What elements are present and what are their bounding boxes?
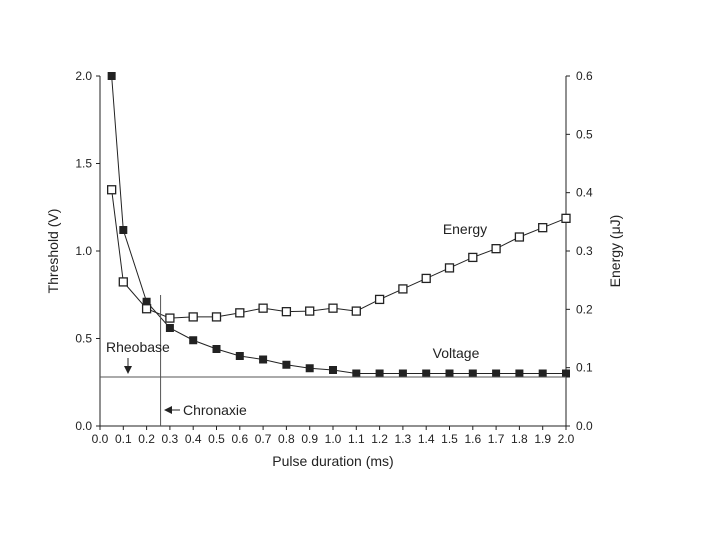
x-tick-label: 0.9 <box>301 432 318 446</box>
voltage-point <box>189 336 198 345</box>
voltage-point <box>422 369 431 378</box>
x-tick-label: 1.4 <box>418 432 435 446</box>
energy-point <box>118 277 128 287</box>
voltage-point <box>259 355 268 364</box>
x-tick-label: 1.0 <box>325 432 342 446</box>
energy-point <box>188 312 198 322</box>
y-tick-label: 0.0 <box>75 419 92 433</box>
x-tick-label: 0.8 <box>278 432 295 446</box>
x-tick-label: 0.5 <box>208 432 225 446</box>
voltage-point <box>492 369 501 378</box>
y2-tick-label: 0.4 <box>576 186 593 200</box>
energy-point <box>351 306 361 316</box>
voltage-point <box>538 369 547 378</box>
voltage-point <box>562 369 570 378</box>
x-tick-label: 1.2 <box>371 432 388 446</box>
annotations: Energy Voltage Rheobase Chronaxie <box>100 221 566 426</box>
energy-point <box>374 294 385 305</box>
x-tick-label: 2.0 <box>558 432 575 446</box>
energy-point <box>258 303 268 313</box>
x-tick-label: 1.5 <box>441 432 458 446</box>
x-tick-label: 1.6 <box>464 432 481 446</box>
series-line-voltage <box>111 75 566 374</box>
energy-point <box>538 223 548 233</box>
x-tick-label: 1.9 <box>534 432 551 446</box>
energy-point <box>165 313 175 323</box>
y2-tick-label: 0.0 <box>576 419 593 433</box>
y2-tick-label: 0.2 <box>576 302 593 316</box>
voltage-point <box>398 369 407 378</box>
y2-tick-label: 0.3 <box>576 244 593 258</box>
energy-point <box>328 303 338 313</box>
y-tick-label: 0.5 <box>75 332 92 346</box>
x-tick-label: 1.7 <box>488 432 505 446</box>
y-tick-label: 1.0 <box>75 244 92 258</box>
voltage-point <box>329 366 337 374</box>
energy-point <box>491 244 501 254</box>
voltage-point <box>445 369 454 378</box>
energy-point <box>107 185 117 195</box>
voltage-point <box>119 226 128 234</box>
energy-point <box>421 273 431 284</box>
x-tick-label: 0.4 <box>185 432 202 446</box>
rheobase-arrow-head <box>124 366 132 374</box>
voltage-point <box>352 369 361 378</box>
energy-label: Energy <box>443 221 487 237</box>
y2-tick-label: 0.5 <box>576 127 593 141</box>
energy-point <box>398 284 408 294</box>
voltage-label: Voltage <box>433 345 480 361</box>
voltage-point <box>515 369 524 378</box>
energy-point <box>281 307 292 317</box>
x-tick-label: 1.3 <box>395 432 412 446</box>
energy-point <box>235 308 245 318</box>
x-tick-label: 0.7 <box>255 432 272 446</box>
series <box>107 72 571 378</box>
voltage-point <box>282 360 291 369</box>
x-tick-label: 0.6 <box>231 432 248 446</box>
voltage-point <box>165 324 174 332</box>
y-tick-label: 1.5 <box>75 157 92 171</box>
series-line-energy <box>111 189 567 319</box>
energy-point <box>141 304 152 314</box>
y2-tick-label: 0.1 <box>576 361 593 375</box>
energy-point <box>305 306 315 316</box>
chronaxie-label: Chronaxie <box>183 402 247 418</box>
voltage-point <box>142 297 151 306</box>
x-axis-title: Pulse duration (ms) <box>272 453 393 469</box>
energy-point <box>561 213 571 223</box>
voltage-point <box>212 345 221 353</box>
voltage-point <box>305 364 314 373</box>
x-tick-label: 1.1 <box>348 432 365 446</box>
axes: 0.0 0.1 0.2 0.3 0.4 0.5 0.6 0.7 0.8 0.9 1.0 1.1 1.2 1… <box>45 69 623 469</box>
x-tick-label: 0.0 <box>92 432 109 446</box>
energy-point <box>514 232 525 242</box>
y2-axis-title: Energy (μJ) <box>607 215 623 288</box>
energy-point <box>444 263 455 273</box>
voltage-point <box>468 369 477 378</box>
voltage-point <box>107 72 116 80</box>
y-axis-title: Threshold (V) <box>45 209 61 294</box>
energy-point <box>468 252 478 263</box>
y2-tick-label: 0.6 <box>576 69 593 83</box>
energy-point <box>211 312 222 322</box>
chronaxie-arrow-head <box>164 406 172 414</box>
voltage-point <box>375 369 384 378</box>
y-tick-label: 2.0 <box>75 69 92 83</box>
x-tick-label: 1.8 <box>511 432 528 446</box>
x-tick-label: 0.3 <box>162 432 179 446</box>
rheobase-label: Rheobase <box>106 339 170 355</box>
x-tick-label: 0.1 <box>115 432 132 446</box>
voltage-point <box>235 352 244 360</box>
x-tick-label: 0.2 <box>138 432 155 446</box>
